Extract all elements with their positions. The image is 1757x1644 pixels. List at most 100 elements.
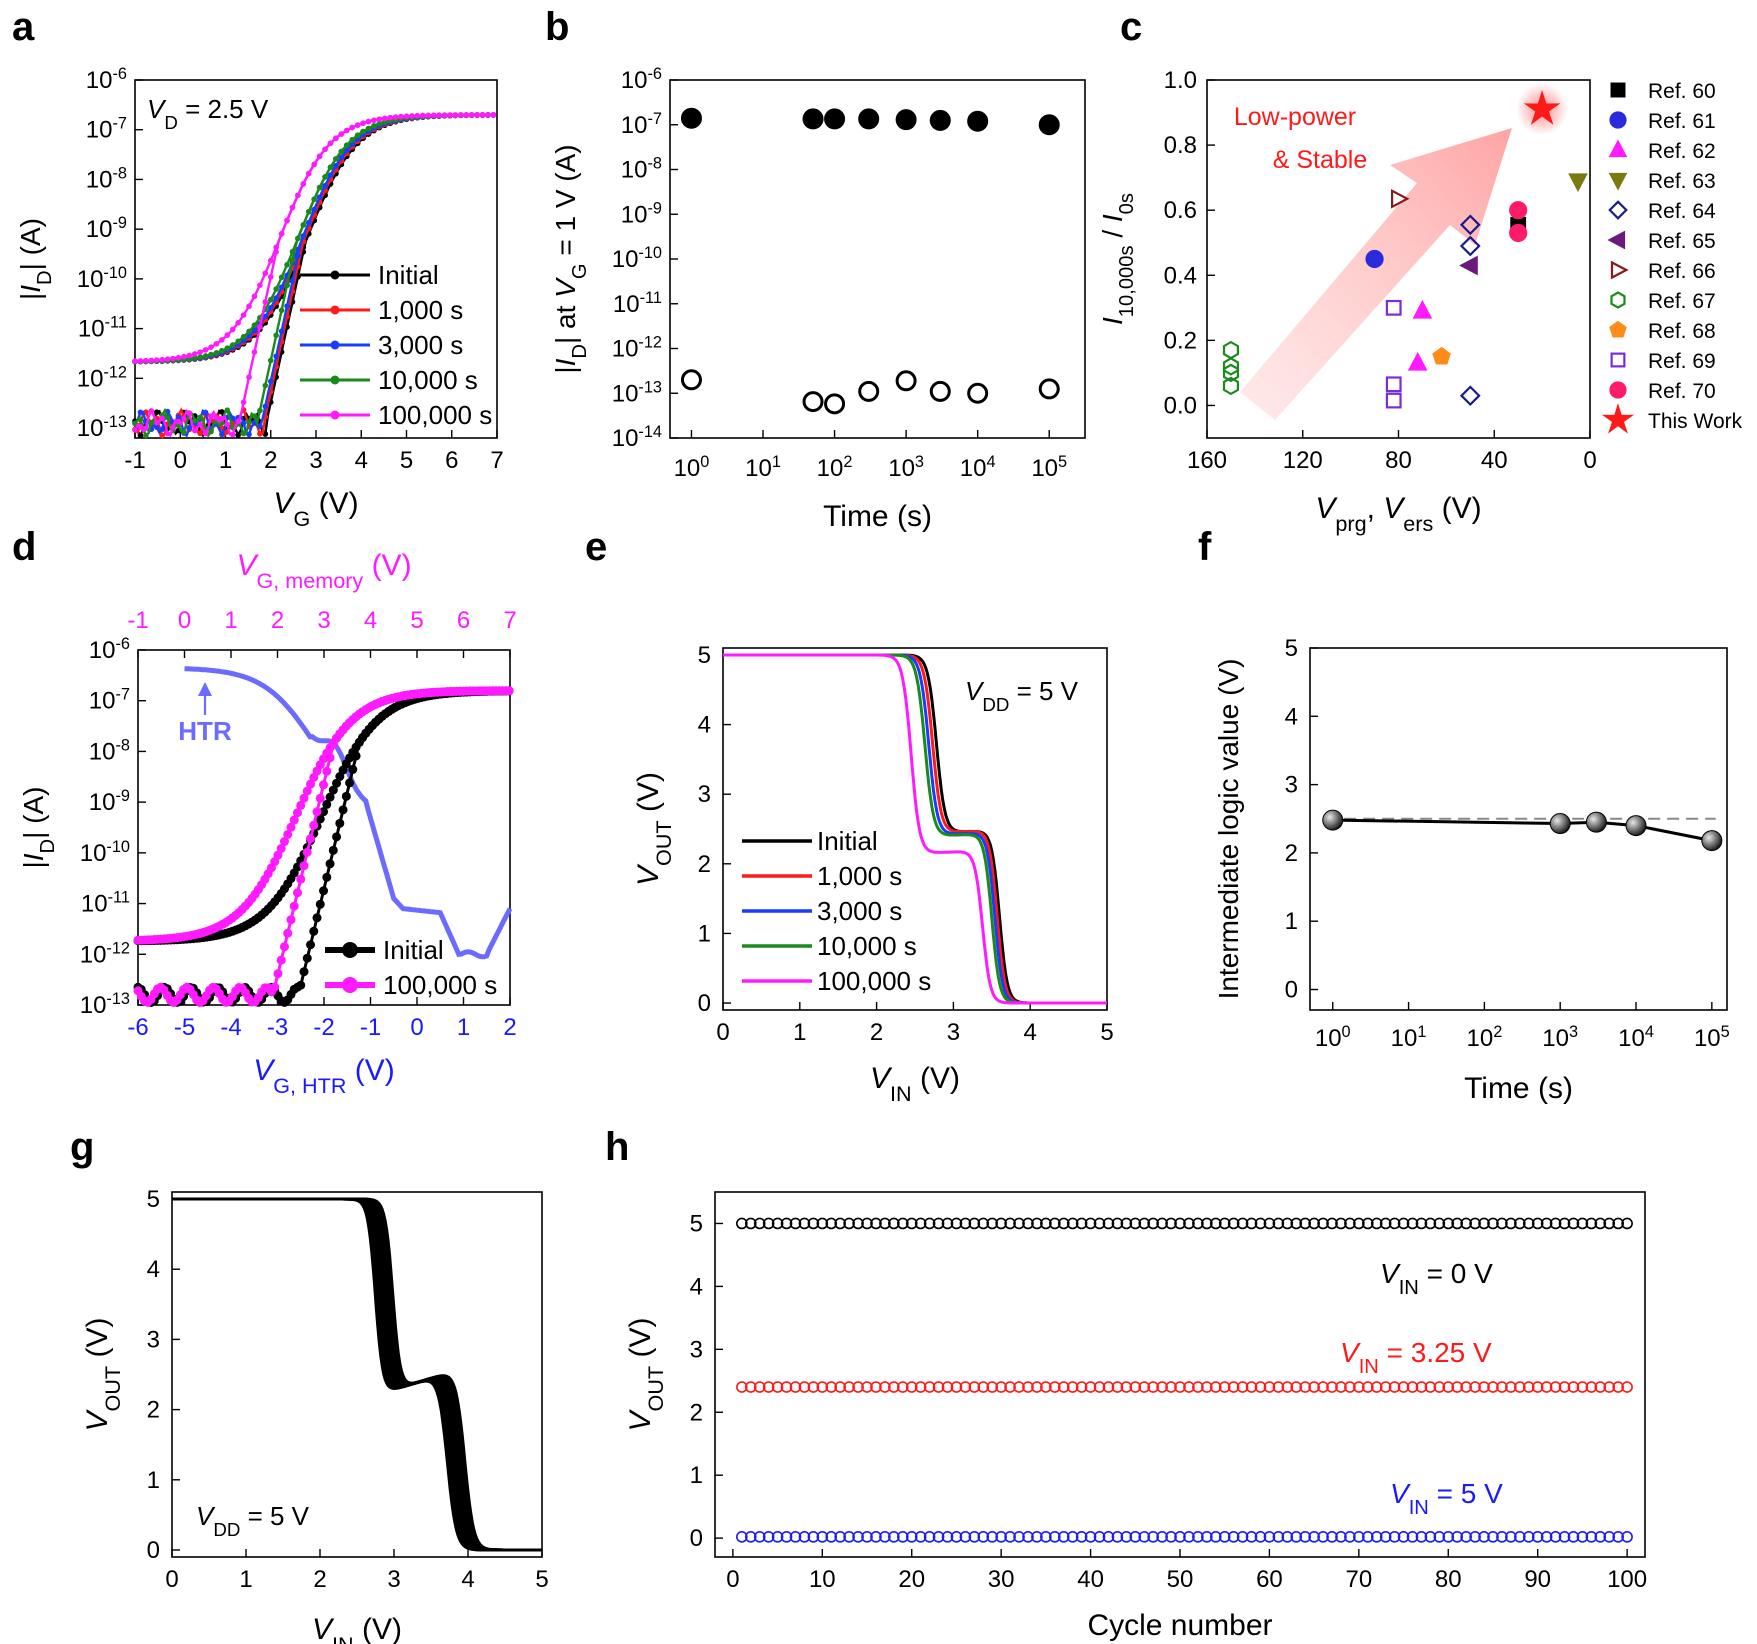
legend-marker <box>342 942 358 958</box>
data-point <box>950 1381 963 1393</box>
tick-label: 104 <box>960 453 996 482</box>
data-point <box>1245 1381 1258 1393</box>
data-point <box>1192 1381 1204 1393</box>
data-point <box>1558 1217 1571 1230</box>
data-point <box>458 112 464 118</box>
tick-label: 5 <box>698 642 711 669</box>
tick-label: 5 <box>1285 635 1298 662</box>
tick-label: 103 <box>888 453 924 482</box>
data-point <box>1585 811 1607 833</box>
data-point <box>273 332 279 339</box>
legend-label: Ref. 61 <box>1648 110 1716 133</box>
data-point <box>170 355 176 362</box>
data-point <box>1183 1381 1195 1393</box>
data-point <box>825 1217 838 1230</box>
tick-label: 10-6 <box>89 635 130 664</box>
data-point <box>1701 830 1723 852</box>
data-point <box>879 1217 891 1230</box>
plot-frame <box>669 79 1086 439</box>
y-axis-title: VOUT (V) <box>81 1318 125 1432</box>
data-point <box>977 1381 990 1393</box>
tick-label: 3 <box>690 1336 703 1363</box>
data-point <box>1004 1217 1016 1230</box>
data-point <box>202 409 209 416</box>
data-point <box>780 1217 793 1230</box>
tick-label: 10-14 <box>612 423 662 452</box>
data-point <box>834 1531 846 1543</box>
data-point <box>1487 1531 1499 1543</box>
legend-label: Ref. 70 <box>1648 380 1716 403</box>
sweep-line <box>172 1197 542 1552</box>
tick-label: 1 <box>793 1019 806 1046</box>
data-point <box>235 338 241 345</box>
marker <box>1385 299 1402 316</box>
data-point <box>191 355 198 361</box>
data-point <box>780 1531 793 1543</box>
data-point <box>816 1531 829 1543</box>
data-point <box>1040 1217 1052 1230</box>
data-point <box>1388 1381 1401 1393</box>
data-point <box>1514 1531 1526 1543</box>
tick-label: 6 <box>445 447 458 474</box>
data-point <box>896 1531 909 1543</box>
data-point <box>474 112 480 118</box>
data-point <box>1594 1217 1607 1230</box>
data-point <box>181 353 187 360</box>
data-point <box>295 235 301 242</box>
data-point <box>137 423 144 430</box>
data-point <box>1397 1531 1410 1543</box>
data-point <box>905 1531 918 1543</box>
tick-label: 0.0 <box>1164 392 1197 419</box>
data-point <box>771 1381 784 1393</box>
data-point <box>1038 114 1060 136</box>
data-point <box>278 274 285 281</box>
data-point <box>753 1381 766 1393</box>
data-point <box>251 327 258 334</box>
tick-label: 5 <box>147 1186 160 1213</box>
plot-frame <box>137 649 511 1006</box>
data-point <box>302 786 312 796</box>
data-point <box>208 428 214 435</box>
tick-label: 2 <box>264 447 277 474</box>
marker <box>1459 214 1481 236</box>
legend-marker <box>330 375 340 385</box>
data-point <box>181 415 187 422</box>
data-point <box>932 1217 945 1230</box>
data-point <box>1049 1217 1061 1230</box>
sweep-line <box>172 1197 542 1552</box>
tick-label: 0 <box>410 1014 423 1041</box>
data-point <box>276 843 286 853</box>
tick-label: 10-12 <box>77 363 127 392</box>
data-point <box>1567 1381 1580 1393</box>
data-point <box>240 420 247 426</box>
x-axis-title: Vprg, Vers (V) <box>1315 492 1481 536</box>
data-point <box>852 1381 864 1393</box>
legend-marker <box>330 305 340 315</box>
data-point <box>360 120 366 127</box>
data-point <box>1567 1531 1580 1543</box>
data-point <box>1353 1381 1365 1393</box>
panel-label-b: b <box>545 5 569 49</box>
data-point <box>284 217 290 224</box>
data-point <box>316 153 323 160</box>
data-point <box>1433 1217 1446 1230</box>
tick-label: -4 <box>220 1014 241 1041</box>
data-point <box>1040 1381 1052 1393</box>
tick-label: -6 <box>127 1014 148 1041</box>
marker <box>1610 352 1626 368</box>
data-point <box>1227 1531 1240 1543</box>
data-point <box>305 219 312 226</box>
x-axis-title: Cycle number <box>1087 1609 1272 1642</box>
data-point <box>312 807 322 817</box>
data-point <box>1022 1381 1034 1393</box>
data-point <box>333 135 339 142</box>
tick-label: 105 <box>1031 453 1067 482</box>
tick-label: -3 <box>267 1014 288 1041</box>
tick-label: 3 <box>947 1019 960 1046</box>
data-point <box>338 154 345 161</box>
data-point <box>1505 1531 1517 1543</box>
data-point <box>186 352 193 359</box>
data-point <box>137 358 144 364</box>
data-point <box>289 901 299 911</box>
data-point <box>343 147 350 154</box>
